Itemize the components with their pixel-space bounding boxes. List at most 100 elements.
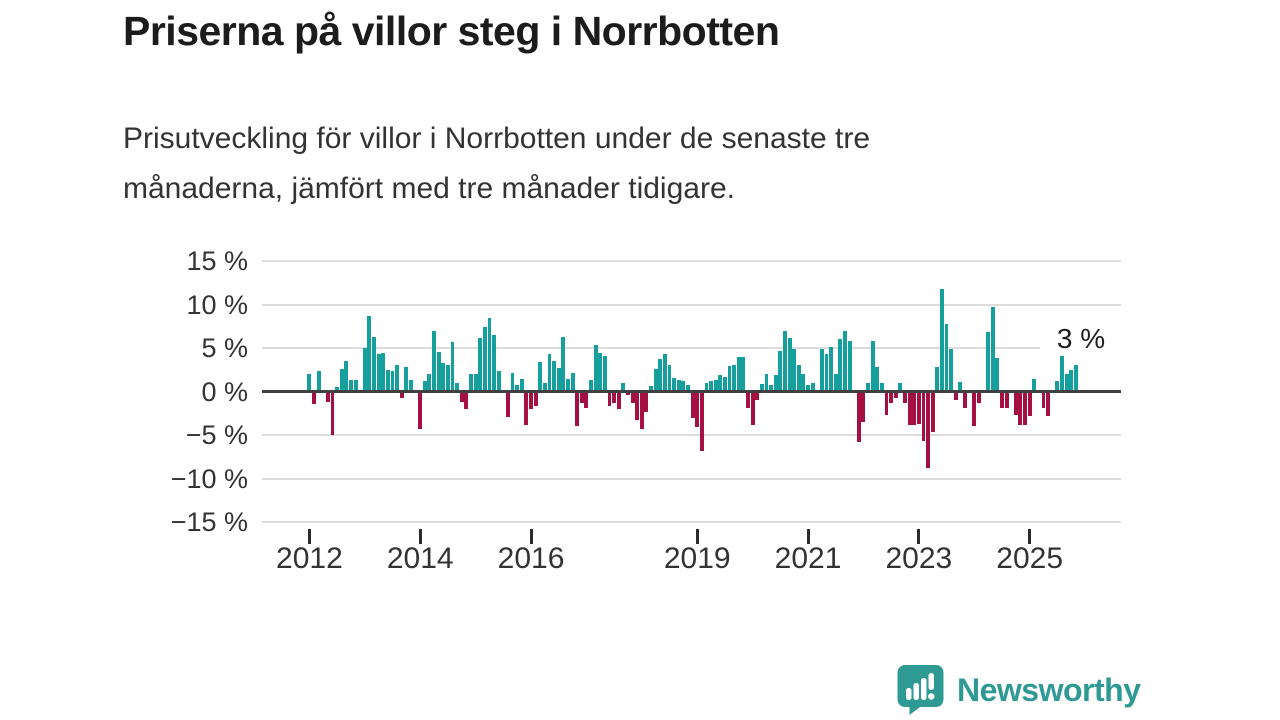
bar [866, 382, 870, 392]
x-tick-label: 2019 [663, 542, 731, 575]
bar [746, 391, 750, 409]
y-tick-label: −10 % [170, 463, 248, 494]
bar [561, 336, 566, 392]
bar [589, 380, 593, 392]
bar [390, 371, 395, 392]
x-tick [917, 529, 921, 544]
speech-bubble-bar-chart-icon [897, 665, 944, 715]
bar [575, 391, 580, 427]
bar [556, 368, 561, 392]
x-tick-label: 2014 [386, 542, 454, 575]
bar [519, 379, 524, 392]
x-tick-label: 2012 [276, 542, 343, 575]
bar [399, 391, 404, 399]
bar [441, 362, 446, 392]
bar [819, 348, 824, 392]
bar [1023, 391, 1027, 425]
bar [916, 391, 921, 424]
bar [395, 365, 400, 392]
subtitle-line-1: Prisutveckling för villor i Norrbotten u… [123, 122, 871, 155]
bar [626, 391, 630, 395]
zero-axis-line [262, 390, 1121, 393]
bar [487, 317, 492, 392]
bar [792, 348, 797, 392]
bar [667, 364, 672, 392]
bar [593, 344, 598, 392]
x-tick [307, 529, 311, 544]
y-tick-label: 5 % [201, 333, 248, 363]
bar [312, 391, 316, 404]
bar [1073, 365, 1078, 392]
bar [469, 374, 473, 392]
bar [455, 382, 460, 392]
bar [316, 371, 321, 392]
bar [681, 381, 686, 392]
bar [510, 373, 515, 392]
bar [635, 391, 640, 421]
page-title: Priserna på villor steg i Norrbotten [123, 8, 780, 54]
bar [958, 381, 963, 392]
bar [612, 391, 617, 403]
bar [893, 391, 898, 398]
bar [473, 374, 478, 392]
x-tick-label: 2023 [885, 542, 953, 575]
bar [538, 361, 543, 392]
bar [1013, 391, 1018, 415]
x-tick-label: 2016 [497, 542, 565, 575]
bar [496, 371, 501, 392]
bar [718, 374, 723, 392]
bar [884, 391, 889, 415]
bar [630, 391, 635, 403]
bar [621, 382, 626, 392]
bar [699, 391, 704, 451]
bar [963, 391, 967, 409]
bar [847, 341, 852, 392]
bar [418, 391, 423, 429]
bar [367, 315, 372, 392]
bar [362, 348, 367, 392]
bar [713, 380, 718, 392]
bar [824, 354, 829, 392]
bar [542, 382, 547, 392]
bar [778, 350, 783, 392]
bar [552, 361, 557, 392]
bar [644, 391, 649, 413]
y-tick-label: 10 % [186, 289, 248, 320]
bar [524, 391, 529, 425]
bar [926, 391, 931, 469]
bar [672, 377, 677, 392]
bar [344, 361, 349, 392]
bar [935, 367, 940, 392]
bar [898, 382, 903, 392]
bar [330, 391, 335, 435]
gridline [262, 260, 1121, 262]
newsworthy-logo: Newsworthy [897, 665, 1141, 715]
gridline [262, 434, 1121, 436]
bar [450, 341, 455, 392]
bar [856, 391, 861, 442]
page-subtitle: Prisutveckling för villor i Norrbotten u… [123, 114, 870, 214]
bar [704, 382, 709, 392]
gridline [262, 477, 1121, 480]
bar [722, 376, 727, 392]
bar [976, 391, 981, 403]
bar [1027, 391, 1032, 416]
bar [376, 354, 381, 392]
bar [662, 354, 667, 392]
bar [773, 374, 778, 392]
y-tick-label: −5 % [185, 420, 248, 450]
x-tick-label: 2025 [996, 542, 1064, 575]
bar [755, 391, 760, 401]
bar [838, 339, 843, 392]
bar [1055, 381, 1060, 392]
bar [339, 368, 344, 392]
bar [1000, 391, 1004, 409]
bar [349, 380, 353, 392]
bar [769, 384, 774, 392]
bar [409, 380, 413, 392]
bar [1004, 391, 1009, 409]
bar [921, 391, 926, 442]
bar [649, 386, 653, 392]
